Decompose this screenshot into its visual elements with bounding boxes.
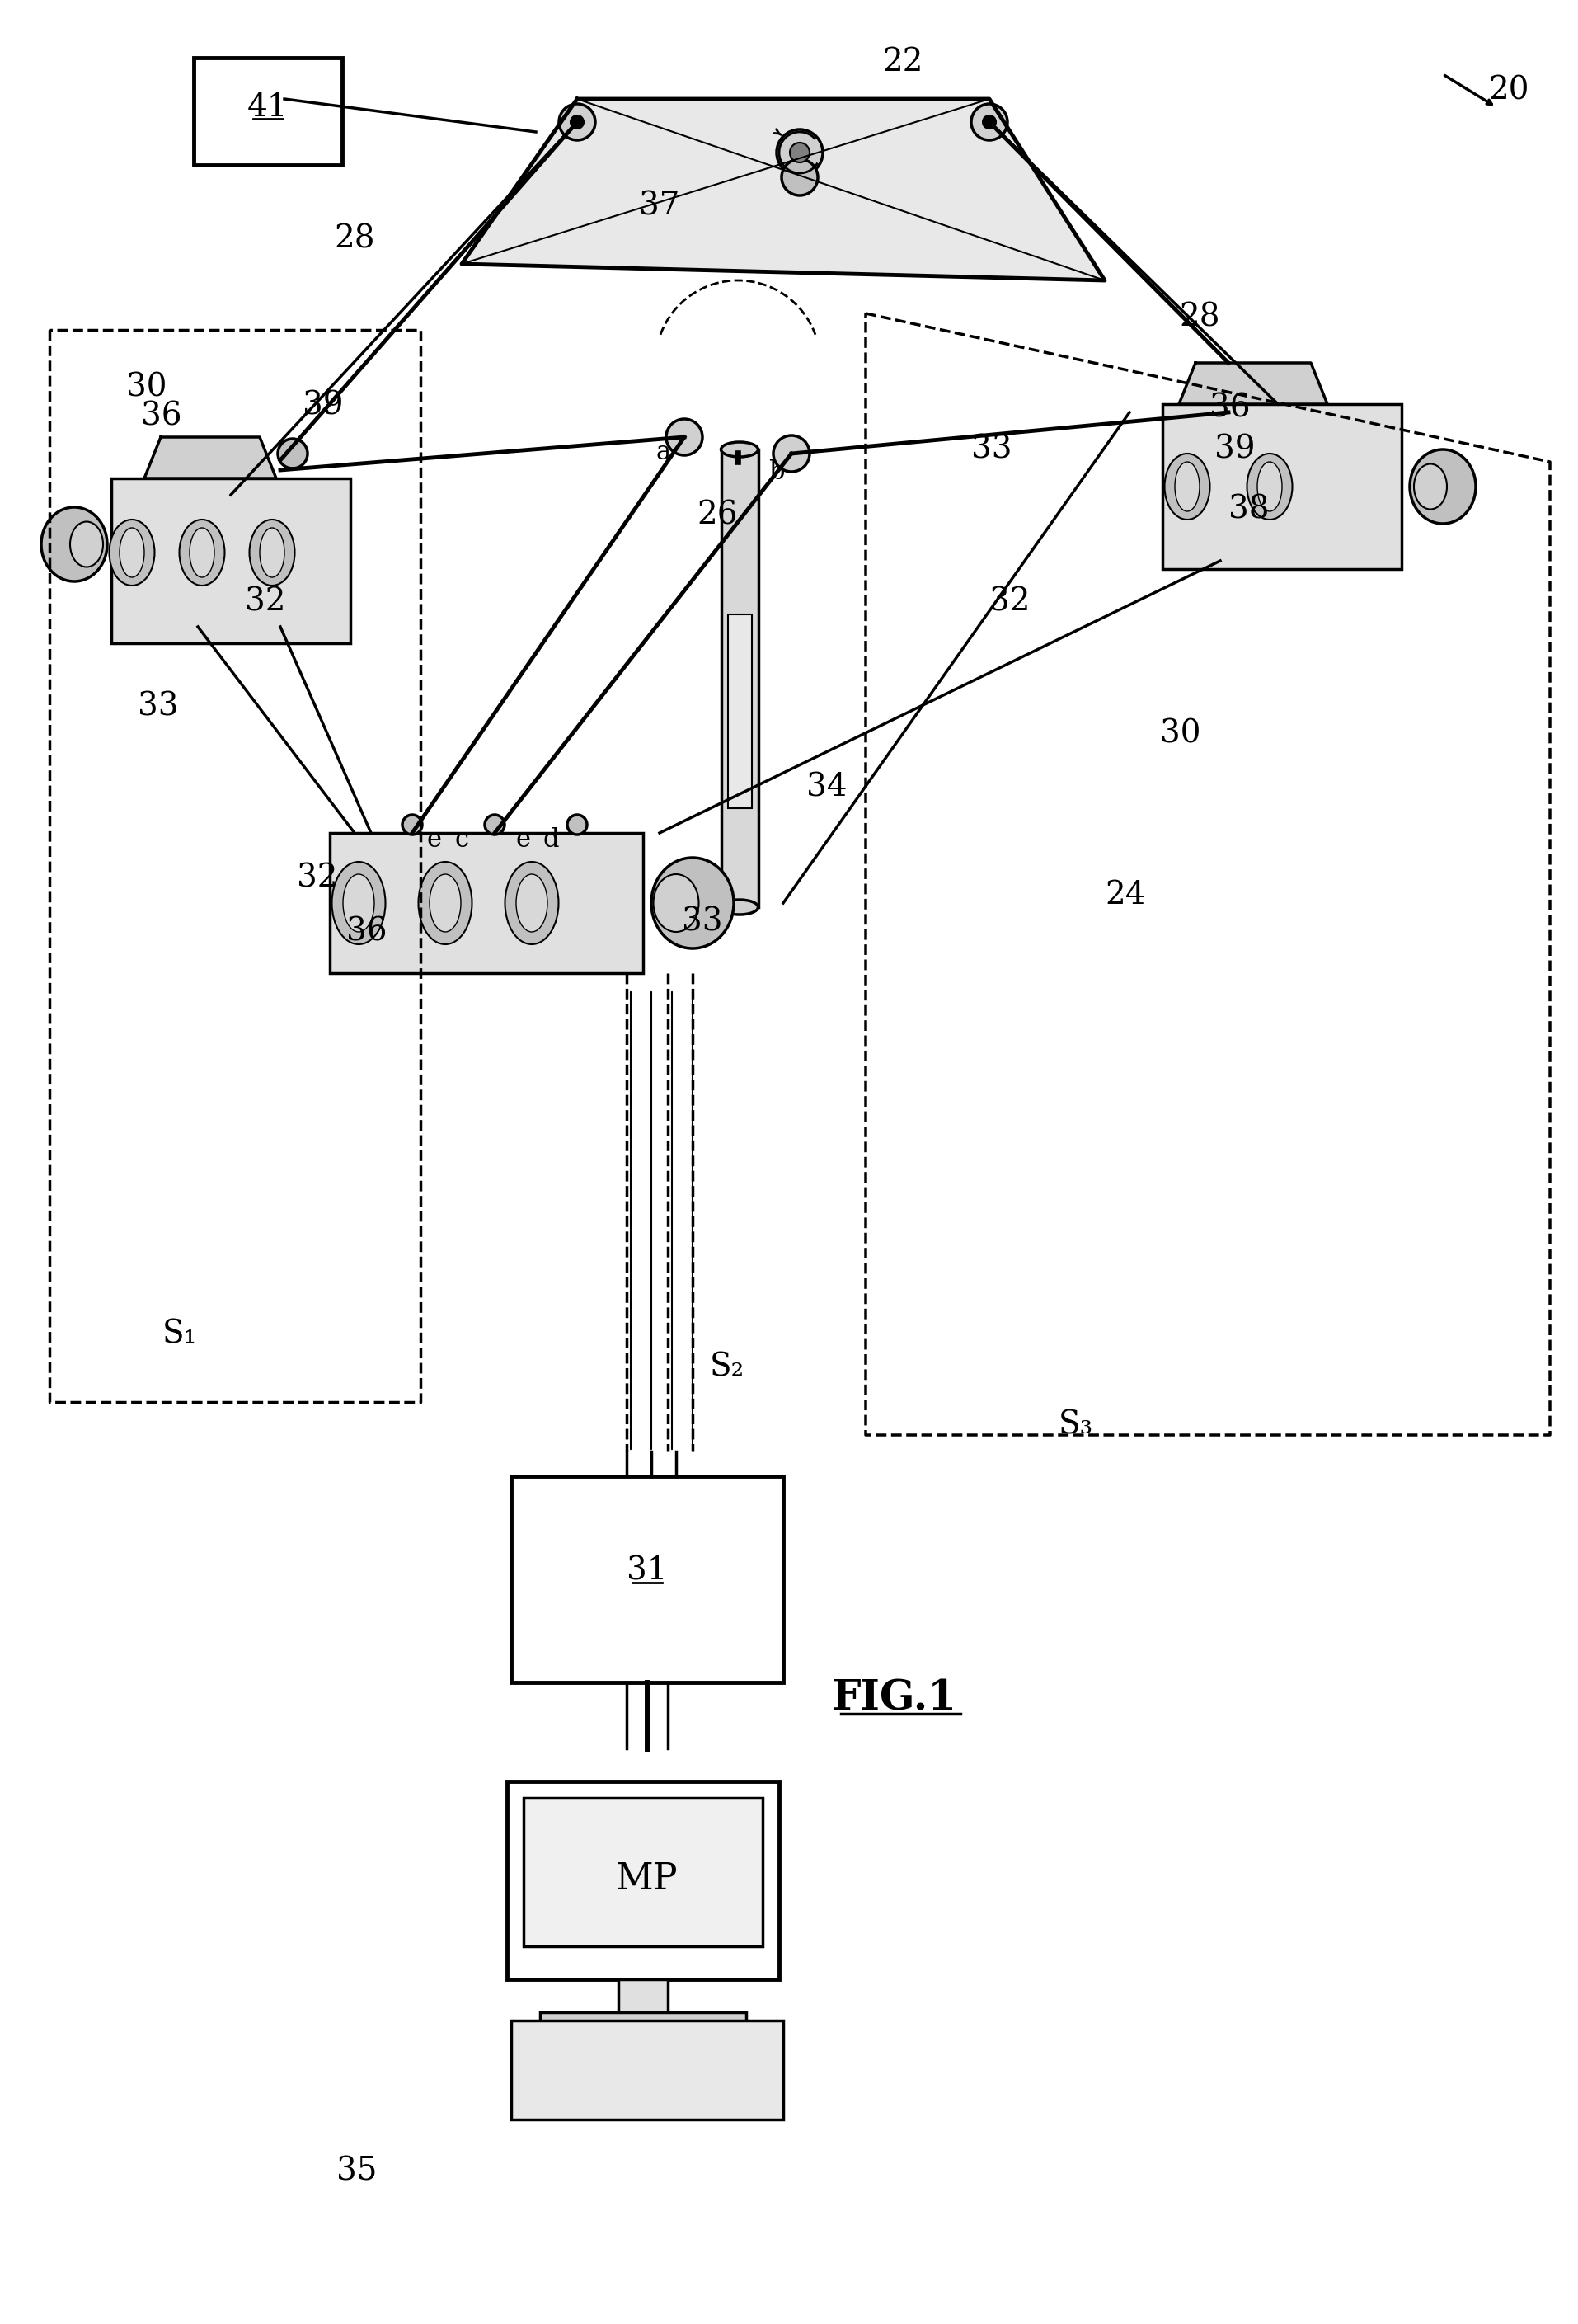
Bar xyxy=(110,479,350,644)
Text: 32: 32 xyxy=(297,862,338,892)
Text: 32: 32 xyxy=(989,586,1030,618)
Ellipse shape xyxy=(429,874,461,932)
Text: 36: 36 xyxy=(140,402,181,432)
Text: 30: 30 xyxy=(126,372,167,402)
Ellipse shape xyxy=(721,899,757,916)
Bar xyxy=(511,2020,783,2119)
Bar xyxy=(721,449,757,906)
Bar xyxy=(619,1980,667,2013)
Circle shape xyxy=(278,439,308,469)
Text: 32: 32 xyxy=(245,586,286,618)
Ellipse shape xyxy=(1247,453,1292,521)
Ellipse shape xyxy=(1414,465,1445,509)
Text: c: c xyxy=(454,827,469,853)
Circle shape xyxy=(789,142,810,163)
Ellipse shape xyxy=(259,528,284,576)
Circle shape xyxy=(570,116,584,128)
Circle shape xyxy=(773,435,810,472)
Text: S₂: S₂ xyxy=(710,1353,745,1383)
Ellipse shape xyxy=(418,862,472,944)
Text: a: a xyxy=(656,439,671,465)
Text: 39: 39 xyxy=(303,390,344,421)
Polygon shape xyxy=(1179,363,1327,404)
Circle shape xyxy=(402,816,421,834)
Text: 28: 28 xyxy=(335,223,374,253)
Ellipse shape xyxy=(1165,453,1209,521)
Ellipse shape xyxy=(342,874,374,932)
Text: S₃: S₃ xyxy=(1057,1411,1092,1441)
Text: 31: 31 xyxy=(626,1555,667,1587)
Ellipse shape xyxy=(1409,449,1475,523)
Text: 41: 41 xyxy=(248,93,289,123)
Bar xyxy=(194,58,342,165)
Text: 39: 39 xyxy=(1213,435,1255,465)
Ellipse shape xyxy=(331,862,385,944)
Text: 34: 34 xyxy=(806,772,847,802)
Ellipse shape xyxy=(653,874,699,932)
Ellipse shape xyxy=(1256,462,1281,511)
Circle shape xyxy=(559,105,595,139)
Polygon shape xyxy=(461,100,1105,281)
Ellipse shape xyxy=(69,521,103,567)
Text: 24: 24 xyxy=(1105,878,1146,911)
Bar xyxy=(540,2013,746,2054)
Text: d: d xyxy=(543,827,559,853)
Bar xyxy=(507,1783,778,1980)
Text: 37: 37 xyxy=(639,191,680,221)
Bar xyxy=(330,832,642,974)
Text: 33: 33 xyxy=(682,906,723,937)
Circle shape xyxy=(484,816,505,834)
Text: 22: 22 xyxy=(882,46,923,77)
Circle shape xyxy=(781,158,817,195)
Text: S₁: S₁ xyxy=(163,1320,197,1350)
Ellipse shape xyxy=(652,858,734,948)
Bar xyxy=(727,614,751,809)
Text: e: e xyxy=(426,827,442,853)
Text: 35: 35 xyxy=(336,2157,377,2187)
Circle shape xyxy=(776,130,822,177)
Circle shape xyxy=(982,116,996,128)
Text: 28: 28 xyxy=(1179,302,1220,332)
Ellipse shape xyxy=(505,862,559,944)
Circle shape xyxy=(666,418,702,456)
Text: 26: 26 xyxy=(696,500,737,530)
Ellipse shape xyxy=(120,528,144,576)
Ellipse shape xyxy=(516,874,548,932)
Polygon shape xyxy=(144,437,276,479)
Text: 36: 36 xyxy=(1209,393,1250,423)
Ellipse shape xyxy=(180,521,224,586)
Bar xyxy=(1161,404,1401,569)
Text: 30: 30 xyxy=(1160,718,1201,748)
Ellipse shape xyxy=(1174,462,1199,511)
Circle shape xyxy=(567,816,587,834)
Text: 36: 36 xyxy=(346,916,387,948)
Text: 38: 38 xyxy=(1228,495,1269,525)
Text: b: b xyxy=(768,458,784,483)
Text: MP: MP xyxy=(615,1862,679,1896)
Ellipse shape xyxy=(109,521,155,586)
Circle shape xyxy=(970,105,1007,139)
Bar xyxy=(524,1799,762,1945)
Ellipse shape xyxy=(721,442,757,458)
Ellipse shape xyxy=(249,521,295,586)
Ellipse shape xyxy=(41,507,107,581)
Text: 33: 33 xyxy=(970,435,1011,465)
Text: e: e xyxy=(516,827,530,853)
Text: FIG.1: FIG.1 xyxy=(832,1678,956,1720)
Text: 33: 33 xyxy=(137,693,178,723)
Bar xyxy=(511,1476,783,1683)
Text: 20: 20 xyxy=(1488,74,1529,107)
Ellipse shape xyxy=(189,528,215,576)
